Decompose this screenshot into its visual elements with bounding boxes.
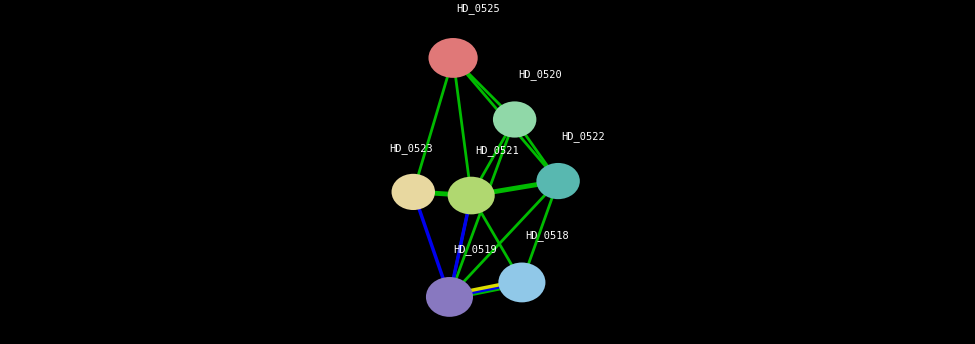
- Text: HD_0521: HD_0521: [475, 145, 519, 156]
- Text: HD_0520: HD_0520: [519, 69, 562, 80]
- Text: HD_0518: HD_0518: [526, 230, 569, 241]
- Ellipse shape: [536, 163, 580, 199]
- Ellipse shape: [498, 262, 545, 302]
- Ellipse shape: [426, 277, 473, 317]
- Text: HD_0523: HD_0523: [390, 143, 434, 154]
- Ellipse shape: [428, 38, 478, 78]
- Text: HD_0522: HD_0522: [562, 131, 605, 142]
- Ellipse shape: [392, 174, 435, 210]
- Text: HD_0525: HD_0525: [456, 3, 500, 14]
- Ellipse shape: [448, 177, 494, 214]
- Ellipse shape: [493, 101, 536, 138]
- Text: HD_0519: HD_0519: [453, 244, 497, 255]
